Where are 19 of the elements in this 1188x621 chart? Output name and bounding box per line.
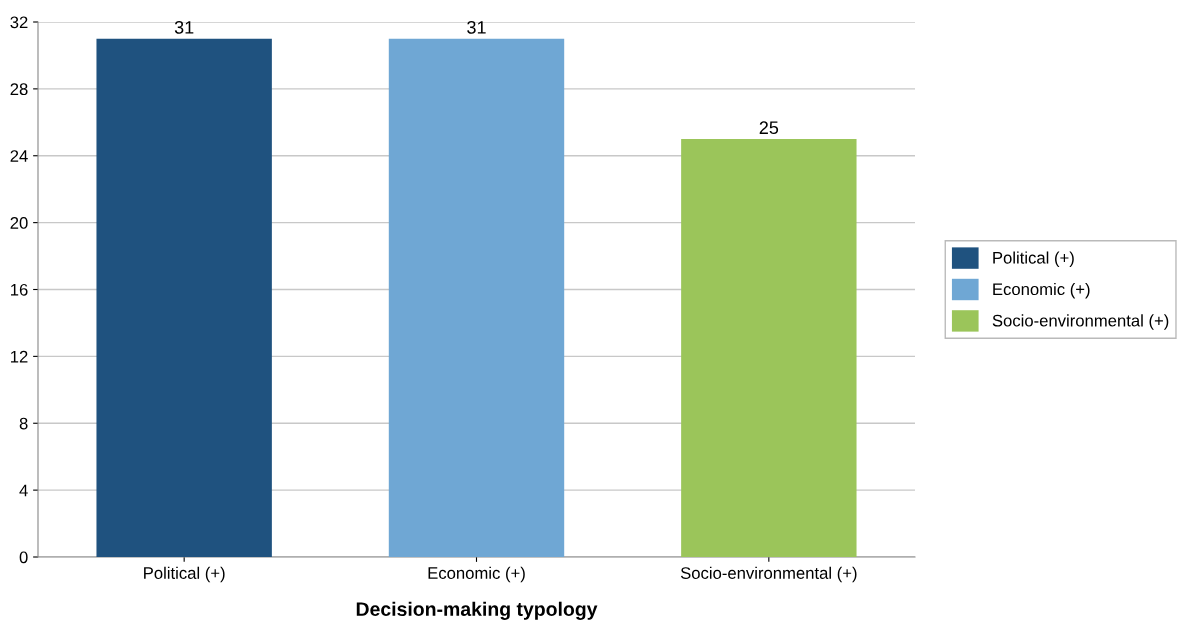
y-tick-label: 0 [19, 551, 28, 564]
legend-label: Economic (+) [993, 282, 1090, 299]
y-tick-label: 8 [19, 417, 28, 430]
data-label: 31 [467, 20, 486, 34]
data-label: 31 [174, 20, 194, 34]
x-tick-label: Socio-environmental (+) [680, 566, 857, 583]
y-tick-label: 12 [11, 350, 28, 363]
legend-label: Socio-environmental (+) [992, 314, 1169, 330]
x-tick-label: Economic (+) [428, 566, 525, 583]
y-tick-label: 20 [10, 217, 28, 229]
x-axis-title: Decision-making typology [356, 601, 598, 620]
y-tick-label: 16 [11, 283, 28, 296]
y-tick-label: 28 [10, 83, 28, 96]
y-tick-label: 24 [10, 150, 28, 162]
x-tick-label: Political (+) [144, 566, 225, 583]
legend-label: Political (+) [993, 251, 1074, 267]
y-tick-label: 32 [10, 16, 28, 29]
data-label: 25 [759, 121, 779, 135]
y-tick-label: 4 [19, 484, 28, 497]
